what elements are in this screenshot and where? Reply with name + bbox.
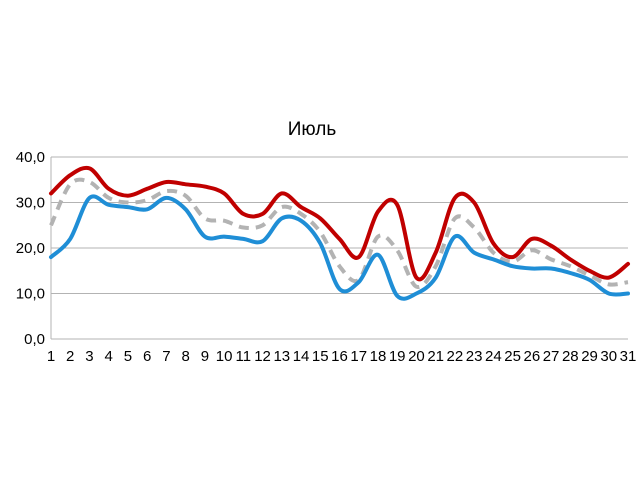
x-tick-label: 23 (466, 348, 483, 365)
x-tick-label: 24 (485, 348, 502, 365)
x-tick-label: 27 (543, 348, 560, 365)
y-tick-label: 20,0 (16, 240, 45, 257)
y-tick-label: 10,0 (16, 286, 45, 303)
y-tick-label: 0,0 (24, 331, 45, 348)
x-tick-label: 15 (312, 348, 329, 365)
x-tick-label: 1 (47, 348, 55, 365)
x-tick-label: 8 (181, 348, 189, 365)
x-tick-label: 2 (66, 348, 74, 365)
x-tick-label: 31 (620, 348, 637, 365)
x-tick-label: 7 (162, 348, 170, 365)
x-tick-label: 10 (216, 348, 233, 365)
x-tick-label: 20 (408, 348, 425, 365)
chart-title: Июль (288, 119, 337, 140)
x-tick-label: 22 (447, 348, 464, 365)
y-tick-label: 30,0 (16, 195, 45, 212)
x-tick-label: 18 (370, 348, 387, 365)
x-tick-label: 17 (350, 348, 367, 365)
x-tick-label: 12 (254, 348, 271, 365)
x-tick-label: 5 (124, 348, 132, 365)
x-tick-label: 30 (600, 348, 617, 365)
x-tick-label: 28 (562, 348, 579, 365)
x-tick-label: 16 (331, 348, 348, 365)
x-tick-label: 11 (236, 348, 252, 365)
x-tick-label: 9 (201, 348, 209, 365)
series-line-2 (49, 194, 630, 301)
x-tick-label: 6 (143, 348, 151, 365)
x-tick-label: 3 (85, 348, 93, 365)
x-tick-label: 29 (581, 348, 598, 365)
x-tick-label: 21 (427, 348, 444, 365)
series-line-1 (49, 165, 630, 282)
y-tick-label: 40,0 (16, 149, 45, 166)
series-line-3 (49, 177, 629, 290)
x-tick-label: 14 (293, 348, 310, 365)
x-tick-label: 13 (273, 348, 290, 365)
x-tick-label: 19 (389, 348, 406, 365)
x-tick-label: 4 (105, 348, 113, 365)
x-tick-label: 25 (504, 348, 521, 365)
x-tick-label: 26 (523, 348, 540, 365)
